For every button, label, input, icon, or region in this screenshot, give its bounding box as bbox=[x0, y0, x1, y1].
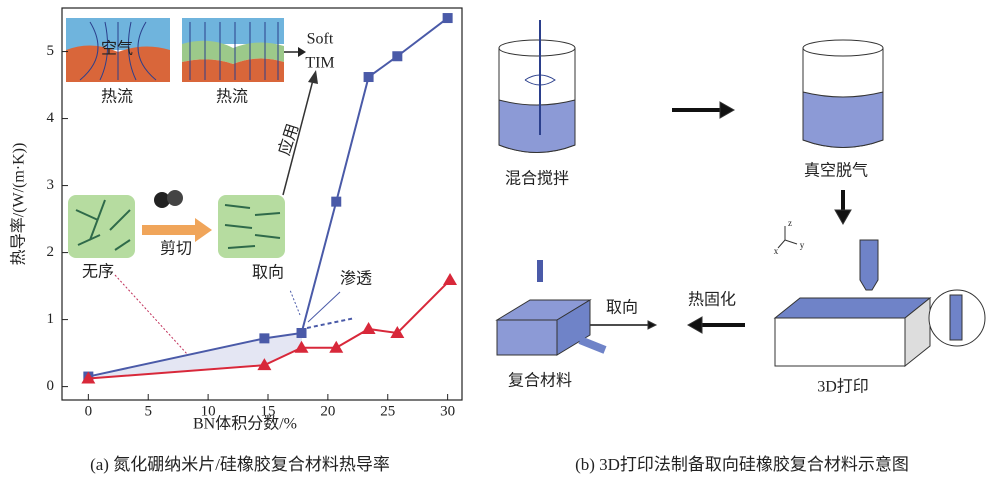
marker bbox=[363, 72, 374, 83]
x-tick-label: 25 bbox=[380, 403, 395, 419]
axis-glyph: y bbox=[800, 240, 805, 250]
annotation: 渗透 bbox=[340, 270, 372, 288]
x-tick-label: 15 bbox=[260, 403, 275, 419]
marker bbox=[442, 13, 453, 24]
marker bbox=[392, 51, 403, 62]
axis-glyph: x bbox=[774, 246, 779, 256]
axis-glyph: z bbox=[788, 218, 792, 228]
plot-frame bbox=[61, 7, 463, 401]
annotation: 热流 bbox=[101, 88, 133, 106]
marker bbox=[259, 333, 270, 344]
x-axis-label: BN体积分数/% bbox=[193, 415, 297, 433]
caption: (a) 氮化硼纳米片/硅橡胶复合材料热导率 bbox=[90, 455, 390, 474]
x-tick-label: 5 bbox=[144, 403, 152, 419]
y-tick-label: 3 bbox=[47, 177, 55, 193]
inset-top bbox=[66, 18, 306, 82]
annotation: 热流 bbox=[216, 88, 248, 106]
step-label: 热固化 bbox=[688, 291, 736, 309]
inset-shear bbox=[68, 70, 356, 378]
marker bbox=[390, 325, 405, 338]
step-label: 取向 bbox=[606, 299, 638, 317]
annotation: 剪切 bbox=[160, 240, 192, 258]
x-tick-label: 20 bbox=[320, 403, 335, 419]
step-label: 复合材料 bbox=[508, 372, 572, 390]
marker bbox=[294, 340, 309, 353]
step-label: 真空脱气 bbox=[804, 162, 868, 180]
caption: (b) 3D打印法制备取向硅橡胶复合材料示意图 bbox=[575, 455, 909, 474]
x-tick-label: 0 bbox=[85, 403, 93, 419]
marker bbox=[296, 327, 307, 338]
marker bbox=[361, 321, 376, 334]
y-tick-label: 2 bbox=[47, 244, 55, 260]
step-label: 3D打印 bbox=[817, 378, 869, 396]
marker bbox=[331, 196, 342, 207]
y-tick-label: 4 bbox=[47, 110, 55, 126]
y-tick-label: 5 bbox=[47, 43, 55, 59]
y-axis-label: 热导率/(W/(m·K)) bbox=[10, 143, 28, 266]
marker bbox=[257, 358, 272, 371]
annotation: 无序 bbox=[82, 263, 114, 281]
marker bbox=[443, 273, 458, 286]
x-tick-label: 30 bbox=[440, 403, 455, 419]
annotation: 取向 bbox=[252, 264, 284, 282]
diagram-shapes bbox=[495, 20, 986, 368]
y-tick-label: 1 bbox=[47, 311, 55, 327]
marker bbox=[329, 340, 344, 353]
marker bbox=[81, 371, 96, 384]
annotation: 空气 bbox=[101, 40, 133, 58]
annotation: TIM bbox=[305, 55, 334, 72]
x-tick-label: 10 bbox=[201, 403, 216, 419]
annotation: 应用 bbox=[274, 121, 302, 157]
annotation: Soft bbox=[307, 31, 334, 48]
y-tick-label: 0 bbox=[47, 378, 55, 394]
step-label: 混合搅拌 bbox=[505, 170, 569, 188]
